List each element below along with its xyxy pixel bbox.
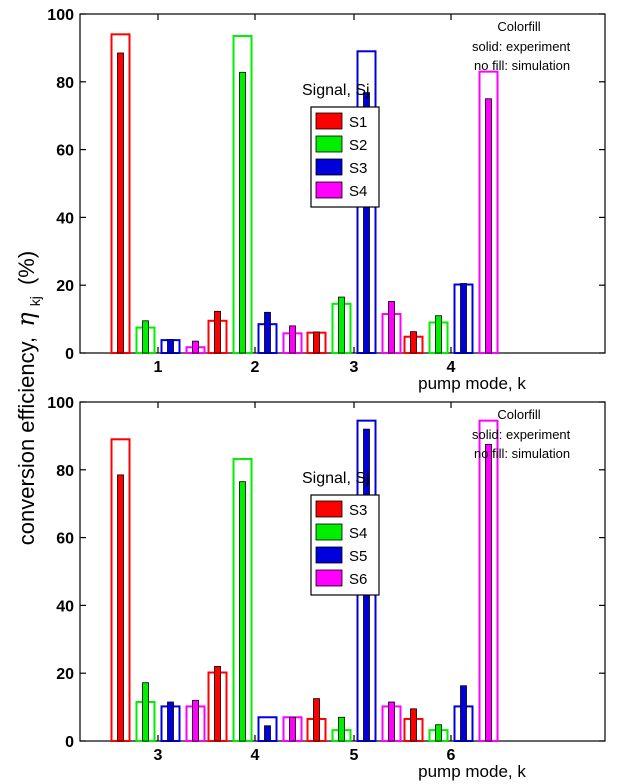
bar-experiment [485, 98, 492, 354]
bar-experiment [117, 52, 124, 354]
y-tick-label: 60 [56, 143, 74, 160]
bar-experiment [142, 320, 149, 354]
legend-swatch [315, 523, 343, 541]
bar-experiment [117, 474, 124, 742]
bar-experiment [264, 311, 271, 354]
note-line-1: solid: experiment [472, 39, 571, 54]
bar-experiment [435, 724, 442, 742]
y-tick-label: 20 [56, 278, 74, 295]
bar-experiment [214, 310, 221, 354]
note-line-2: no fill: simulation [474, 58, 570, 73]
note-line-2: no fill: simulation [474, 446, 570, 461]
y-tick-label: 20 [56, 666, 74, 683]
legend-label: S6 [349, 571, 367, 588]
bar-experiment [239, 481, 246, 742]
legend-swatch [315, 181, 343, 199]
bar-experiment [264, 725, 271, 742]
legend-label: S3 [349, 160, 367, 177]
y-tick-label: 80 [56, 75, 74, 92]
bar-experiment [214, 666, 221, 742]
y-axis-label: conversion efficiency, η kj (%) [12, 251, 45, 545]
y-tick-label: 40 [56, 210, 74, 227]
legend-label: S2 [349, 137, 367, 154]
bar-experiment [410, 708, 417, 742]
bar-experiment [410, 331, 417, 354]
x-tick-label: 5 [350, 747, 359, 764]
y-axis-label-unit: (%) [14, 251, 39, 285]
bar-experiment [313, 698, 320, 742]
x-tick-label: 4 [447, 359, 456, 376]
legend-swatch [315, 546, 343, 564]
legend-label: S1 [349, 114, 367, 131]
bar-experiment [167, 339, 174, 354]
bar-experiment [388, 701, 395, 742]
x-tick-label: 1 [154, 359, 163, 376]
legend-swatch [315, 158, 343, 176]
legend-title: Signal, Sj [302, 470, 370, 487]
bar-experiment [142, 682, 149, 742]
legend-swatch [315, 112, 343, 130]
note-title: Colorfill [497, 407, 540, 422]
bar-experiment [289, 716, 296, 742]
y-tick-label: 100 [47, 7, 74, 24]
y-tick-label: 0 [65, 346, 74, 363]
y-tick-label: 0 [65, 734, 74, 751]
bar-experiment [192, 340, 199, 354]
bar-experiment [192, 699, 199, 742]
bar-experiment [239, 71, 246, 354]
bar-experiment [460, 685, 467, 742]
x-tick-label: 3 [350, 359, 359, 376]
note-title: Colorfill [497, 19, 540, 34]
y-tick-label: 100 [47, 395, 74, 412]
y-tick-label: 80 [56, 463, 74, 480]
legend-swatch [315, 135, 343, 153]
x-tick-label: 6 [447, 747, 456, 764]
legend-label: S4 [349, 525, 367, 542]
x-axis-label: pump mode, k [418, 762, 526, 781]
bar-experiment [338, 296, 345, 354]
x-axis-label: pump mode, k [418, 374, 526, 393]
bar-experiment [289, 325, 296, 354]
legend-title: Signal, Sj [302, 82, 370, 99]
legend-label: S3 [349, 502, 367, 519]
legend-label: S5 [349, 548, 367, 565]
y-axis-label-subscript: kj [27, 296, 43, 306]
x-tick-label: 4 [251, 747, 260, 764]
bar-experiment [435, 315, 442, 354]
y-axis-label-prefix: conversion efficiency, [14, 337, 39, 545]
bar-experiment [388, 301, 395, 354]
bar-experiment [485, 443, 492, 742]
y-tick-label: 40 [56, 598, 74, 615]
note-line-1: solid: experiment [472, 427, 571, 442]
legend-swatch [315, 569, 343, 587]
x-tick-label: 3 [154, 747, 163, 764]
x-tick-label: 2 [251, 359, 260, 376]
y-axis-label-symbol: η [12, 312, 40, 327]
bar-experiment [167, 701, 174, 742]
bar-experiment [363, 92, 370, 354]
legend-swatch [315, 500, 343, 518]
bar-experiment [313, 331, 320, 354]
bar-experiment [338, 716, 345, 742]
y-tick-label: 60 [56, 531, 74, 548]
bar-experiment [460, 283, 467, 354]
legend-label: S4 [349, 183, 367, 200]
